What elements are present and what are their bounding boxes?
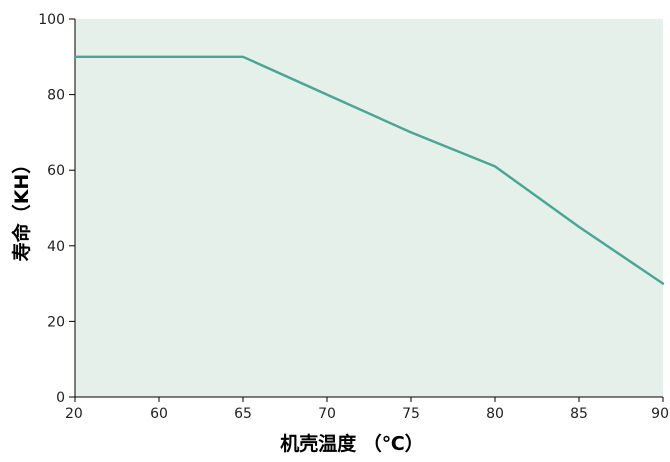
x-tick-label: 80 xyxy=(486,406,504,422)
y-axis-title: 寿命（KH） xyxy=(10,155,33,262)
x-axis: 20 60 65 70 75 80 85 90 xyxy=(65,396,669,422)
y-axis: 0 20 40 60 80 100 xyxy=(38,12,76,406)
y-tick-label: 40 xyxy=(47,239,65,255)
x-tick-label: 60 xyxy=(150,406,168,422)
y-tick-label: 80 xyxy=(47,88,65,104)
x-tick-label: 70 xyxy=(318,406,336,422)
x-tick-label: 65 xyxy=(234,406,252,422)
x-tick-label: 90 xyxy=(651,406,669,422)
x-tick-label: 20 xyxy=(65,406,83,422)
y-tick-label: 60 xyxy=(47,163,65,179)
x-axis-title: 机壳温度 （℃） xyxy=(280,432,424,455)
plot-area xyxy=(75,19,663,397)
series-group xyxy=(73,55,665,285)
x-tick-label: 85 xyxy=(570,406,588,422)
y-tick-label: 20 xyxy=(47,314,65,330)
y-tick-label: 0 xyxy=(56,390,65,406)
x-tick-label: 75 xyxy=(402,406,420,422)
y-tick-label: 100 xyxy=(38,12,65,28)
series-line xyxy=(73,55,665,285)
